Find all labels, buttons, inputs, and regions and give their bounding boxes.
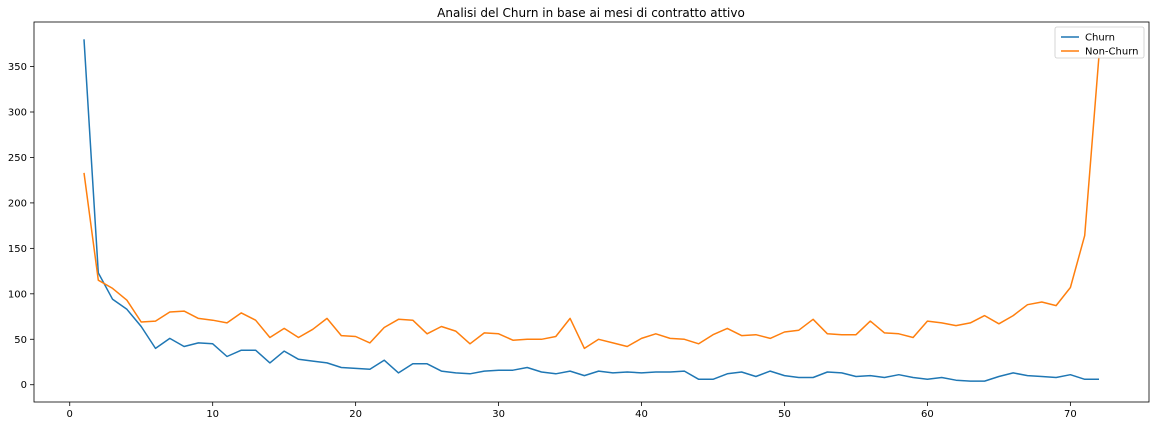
- x-tick-label: 70: [1064, 409, 1077, 420]
- y-tick-label: 50: [14, 335, 27, 346]
- series-layer: [83, 39, 1100, 382]
- series-line-non-churn: [83, 55, 1100, 350]
- x-tick-label: 0: [67, 409, 73, 420]
- y-tick-label: 0: [21, 380, 27, 391]
- chart-title: Analisi del Churn in base ai mesi di con…: [437, 6, 745, 20]
- y-tick-label: 300: [8, 108, 27, 119]
- y-tick-label: 150: [8, 244, 27, 255]
- y-axis: 0 50 100 150 200 250 300 350: [8, 62, 34, 391]
- legend: Churn Non-Churn: [1054, 26, 1145, 59]
- y-tick-label: 250: [8, 153, 27, 164]
- x-axis: 0 10 20 30 40 50 60 70: [67, 402, 1077, 420]
- legend-label: Churn: [1085, 33, 1115, 44]
- plot-frame: [33, 21, 1150, 403]
- x-tick-label: 30: [492, 409, 505, 420]
- y-tick-label: 100: [8, 289, 27, 300]
- series-line-churn: [83, 39, 1099, 382]
- x-tick-label: 10: [206, 409, 219, 420]
- x-tick-label: 20: [349, 409, 362, 420]
- x-tick-label: 50: [778, 409, 791, 420]
- y-tick-label: 350: [8, 62, 27, 73]
- y-tick-label: 200: [8, 198, 27, 209]
- x-tick-label: 40: [635, 409, 648, 420]
- legend-label: Non-Churn: [1085, 47, 1138, 58]
- x-tick-label: 60: [921, 409, 934, 420]
